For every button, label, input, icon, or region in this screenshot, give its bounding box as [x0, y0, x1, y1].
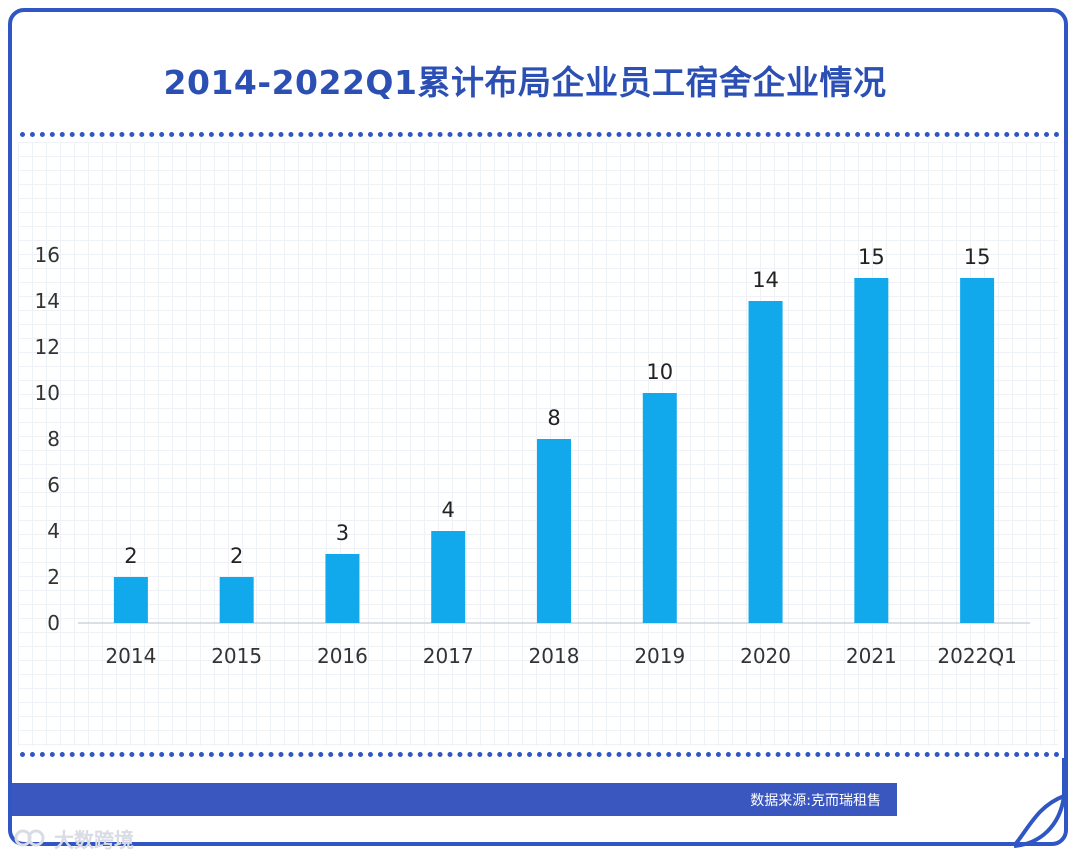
data-label-2020: 14: [752, 268, 779, 292]
y-tick-label: 10: [35, 381, 60, 405]
data-label-2018: 8: [547, 406, 560, 430]
page-curl-icon: [1012, 758, 1066, 848]
bar-2021: [854, 278, 889, 623]
data-label-2017: 4: [442, 498, 455, 522]
data-label-2021: 15: [858, 245, 885, 269]
x-tick-label-2022Q1: 2022Q1: [937, 644, 1016, 668]
y-tick-label: 16: [35, 243, 60, 267]
data-label-2019: 10: [646, 360, 673, 384]
x-tick-label-2018: 2018: [529, 644, 580, 668]
bar-2015: [219, 577, 254, 623]
x-tick-label-2015: 2015: [211, 644, 262, 668]
x-tick-label-2017: 2017: [423, 644, 474, 668]
x-tick-label-2020: 2020: [740, 644, 791, 668]
bar-2019: [642, 393, 677, 623]
data-label-2016: 3: [336, 521, 349, 545]
watermark-text: 大数跨境: [54, 827, 134, 852]
watermark: 大数跨境: [14, 824, 134, 852]
y-tick-label: 0: [47, 611, 60, 635]
data-label-2014: 2: [124, 544, 137, 568]
bar-2018: [537, 439, 571, 623]
y-tick-label: 8: [47, 427, 60, 451]
data-label-2022Q1: 15: [964, 245, 991, 269]
x-tick-label-2019: 2019: [634, 644, 685, 668]
chart-title: 2014-2022Q1累计布局企业员工宿舍企业情况: [163, 63, 887, 102]
y-tick-label: 2: [47, 565, 60, 589]
bar-2014: [113, 577, 148, 623]
bar-2022Q1: [960, 278, 995, 623]
y-tick-label: 6: [47, 473, 60, 497]
x-tick-label-2014: 2014: [105, 644, 156, 668]
data-label-2015: 2: [230, 544, 243, 568]
top-dotted-divider: [20, 132, 1060, 137]
bar-2020: [748, 301, 783, 623]
source-text: 数据来源:克而瑞租售: [750, 793, 881, 809]
y-tick-label: 14: [35, 289, 60, 313]
x-tick-label-2021: 2021: [846, 644, 897, 668]
bar-2017: [431, 531, 466, 623]
y-tick-label: 12: [35, 335, 60, 359]
watermark-logo-icon: [14, 829, 45, 847]
source-bar: 数据来源:克而瑞租售: [12, 783, 897, 816]
bottom-dotted-divider: [20, 752, 1060, 757]
y-tick-label: 4: [47, 519, 60, 543]
x-tick-label-2016: 2016: [317, 644, 368, 668]
bar-2016: [325, 554, 360, 623]
